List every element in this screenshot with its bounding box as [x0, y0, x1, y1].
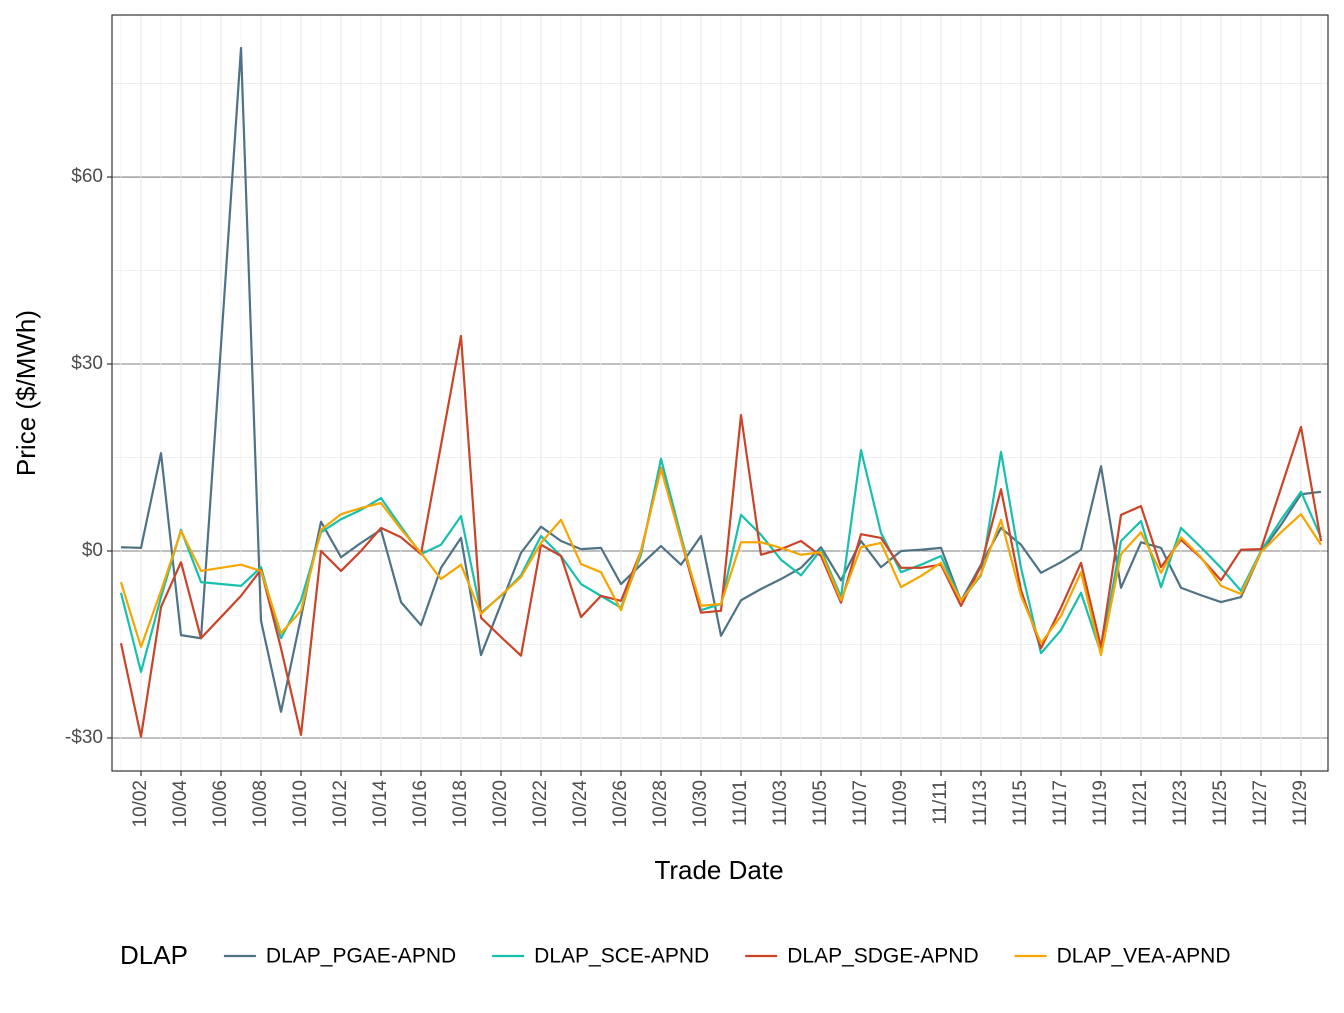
x-axis-title: Trade Date	[654, 855, 783, 885]
x-tick-label: 11/13	[970, 780, 991, 826]
x-tick-label: 10/18	[450, 780, 471, 828]
y-tick-label: $60	[71, 166, 103, 187]
x-tick-label: 10/02	[130, 780, 151, 828]
x-tick-label: 11/19	[1090, 780, 1111, 826]
x-tick-label: 10/22	[530, 780, 551, 828]
x-tick-label: 10/06	[210, 780, 231, 828]
grid	[112, 15, 1328, 771]
legend-title: DLAP	[120, 940, 188, 970]
y-tick-label: -$30	[65, 727, 103, 748]
legend-label: DLAP_SCE-APND	[534, 945, 709, 968]
legend: DLAP DLAP_PGAE-APND DLAP_SCE-APND DLAP_SDGE…	[120, 940, 1231, 970]
series-line	[119, 467, 1322, 657]
x-tick-label: 11/15	[1010, 780, 1031, 826]
legend-label: DLAP_SDGE-APND	[787, 945, 978, 968]
x-tick-label: 10/14	[370, 780, 391, 828]
x-tick-label: 10/28	[650, 780, 671, 828]
x-tick-label: 11/03	[770, 780, 791, 826]
x-tick-label: 11/21	[1130, 780, 1151, 826]
x-tick-label: 11/11	[930, 780, 951, 825]
x-tick-label: 11/23	[1170, 780, 1191, 826]
x-tick-label: 11/07	[850, 780, 871, 826]
legend-label: DLAP_PGAE-APND	[266, 945, 456, 968]
series-line	[120, 46, 1322, 713]
x-tick-label: 10/30	[690, 780, 711, 828]
x-tick-label: 11/27	[1250, 780, 1271, 826]
x-tick-label: 11/25	[1210, 780, 1231, 826]
x-tick-label: 10/20	[490, 780, 511, 828]
x-tick-label: 11/05	[810, 780, 831, 826]
y-tick-label: $30	[71, 353, 103, 374]
plot-border	[111, 14, 1329, 772]
legend-label: DLAP_VEA-APND	[1057, 945, 1231, 968]
x-tick-label: 10/12	[330, 780, 351, 828]
x-tick-label: 11/01	[730, 780, 751, 826]
x-tick-label: 10/04	[170, 780, 191, 828]
x-tick-label: 10/10	[290, 780, 311, 828]
y-tick-label: $0	[82, 540, 103, 561]
x-tick-label: 11/09	[890, 780, 911, 826]
x-tick-label: 11/17	[1050, 780, 1071, 826]
x-tick-label: 10/16	[410, 780, 431, 828]
y-axis-title: Price ($/MWh)	[11, 310, 41, 476]
x-tick-label: 11/29	[1290, 780, 1311, 826]
series-line	[119, 334, 1323, 738]
lines	[119, 46, 1323, 738]
x-tick-label: 10/26	[610, 780, 631, 828]
x-tick-label: 10/24	[570, 780, 591, 828]
x-tick-label: 10/08	[250, 780, 271, 828]
